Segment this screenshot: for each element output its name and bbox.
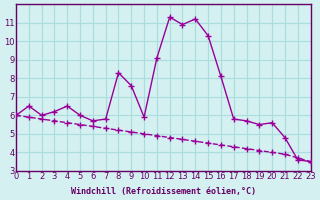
X-axis label: Windchill (Refroidissement éolien,°C): Windchill (Refroidissement éolien,°C) bbox=[71, 187, 256, 196]
